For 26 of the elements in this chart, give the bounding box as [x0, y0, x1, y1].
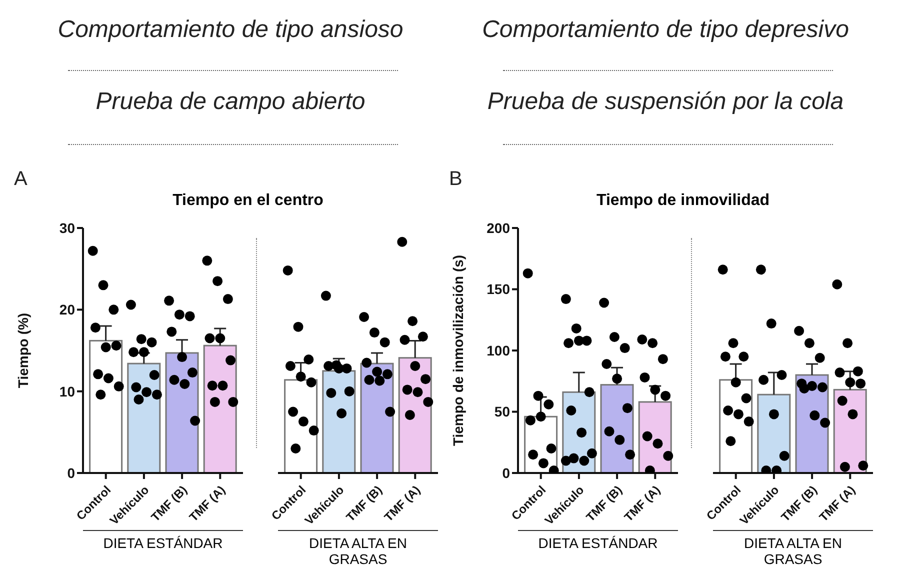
y-tick-label: 10 [59, 383, 76, 400]
bar [203, 344, 237, 473]
y-tick-label: 100 [486, 342, 510, 358]
y-axis-title: Tiempo (%) [14, 312, 31, 388]
x-axis-title: DIETA ESTÁNDAR [518, 530, 678, 551]
bar [322, 370, 356, 473]
y-tick-label: 0 [502, 464, 510, 481]
chart-title: Tiempo de inmovilidad [595, 192, 771, 210]
text: Prueba de suspensión por la cola [486, 88, 845, 116]
x-axis-title: DIETA ESTÁNDAR [83, 530, 243, 551]
y-axis-title: Tiempo de inmovilización (s) [450, 254, 466, 446]
x-axis-title: DIETA ALTA EN GRASAS [713, 530, 873, 567]
text: Comportamiento de tipo ansioso [56, 16, 404, 44]
text: A [14, 168, 28, 191]
bar [165, 352, 199, 473]
text: B [449, 168, 462, 191]
x-axis-title: DIETA ALTA EN GRASAS [278, 530, 438, 567]
y-tick-label: 200 [486, 220, 510, 236]
y-tick-label: 30 [59, 220, 76, 236]
chart-title: Tiempo en el centro [172, 192, 324, 210]
y-tick-label: 50 [494, 404, 510, 420]
text: Comportamiento de tipo depresivo [481, 16, 850, 44]
y-tick-label: 20 [59, 302, 76, 318]
y-tick-label: 0 [67, 464, 76, 481]
text: Prueba de campo abierto [94, 88, 366, 116]
y-tick-label: 150 [486, 281, 510, 298]
